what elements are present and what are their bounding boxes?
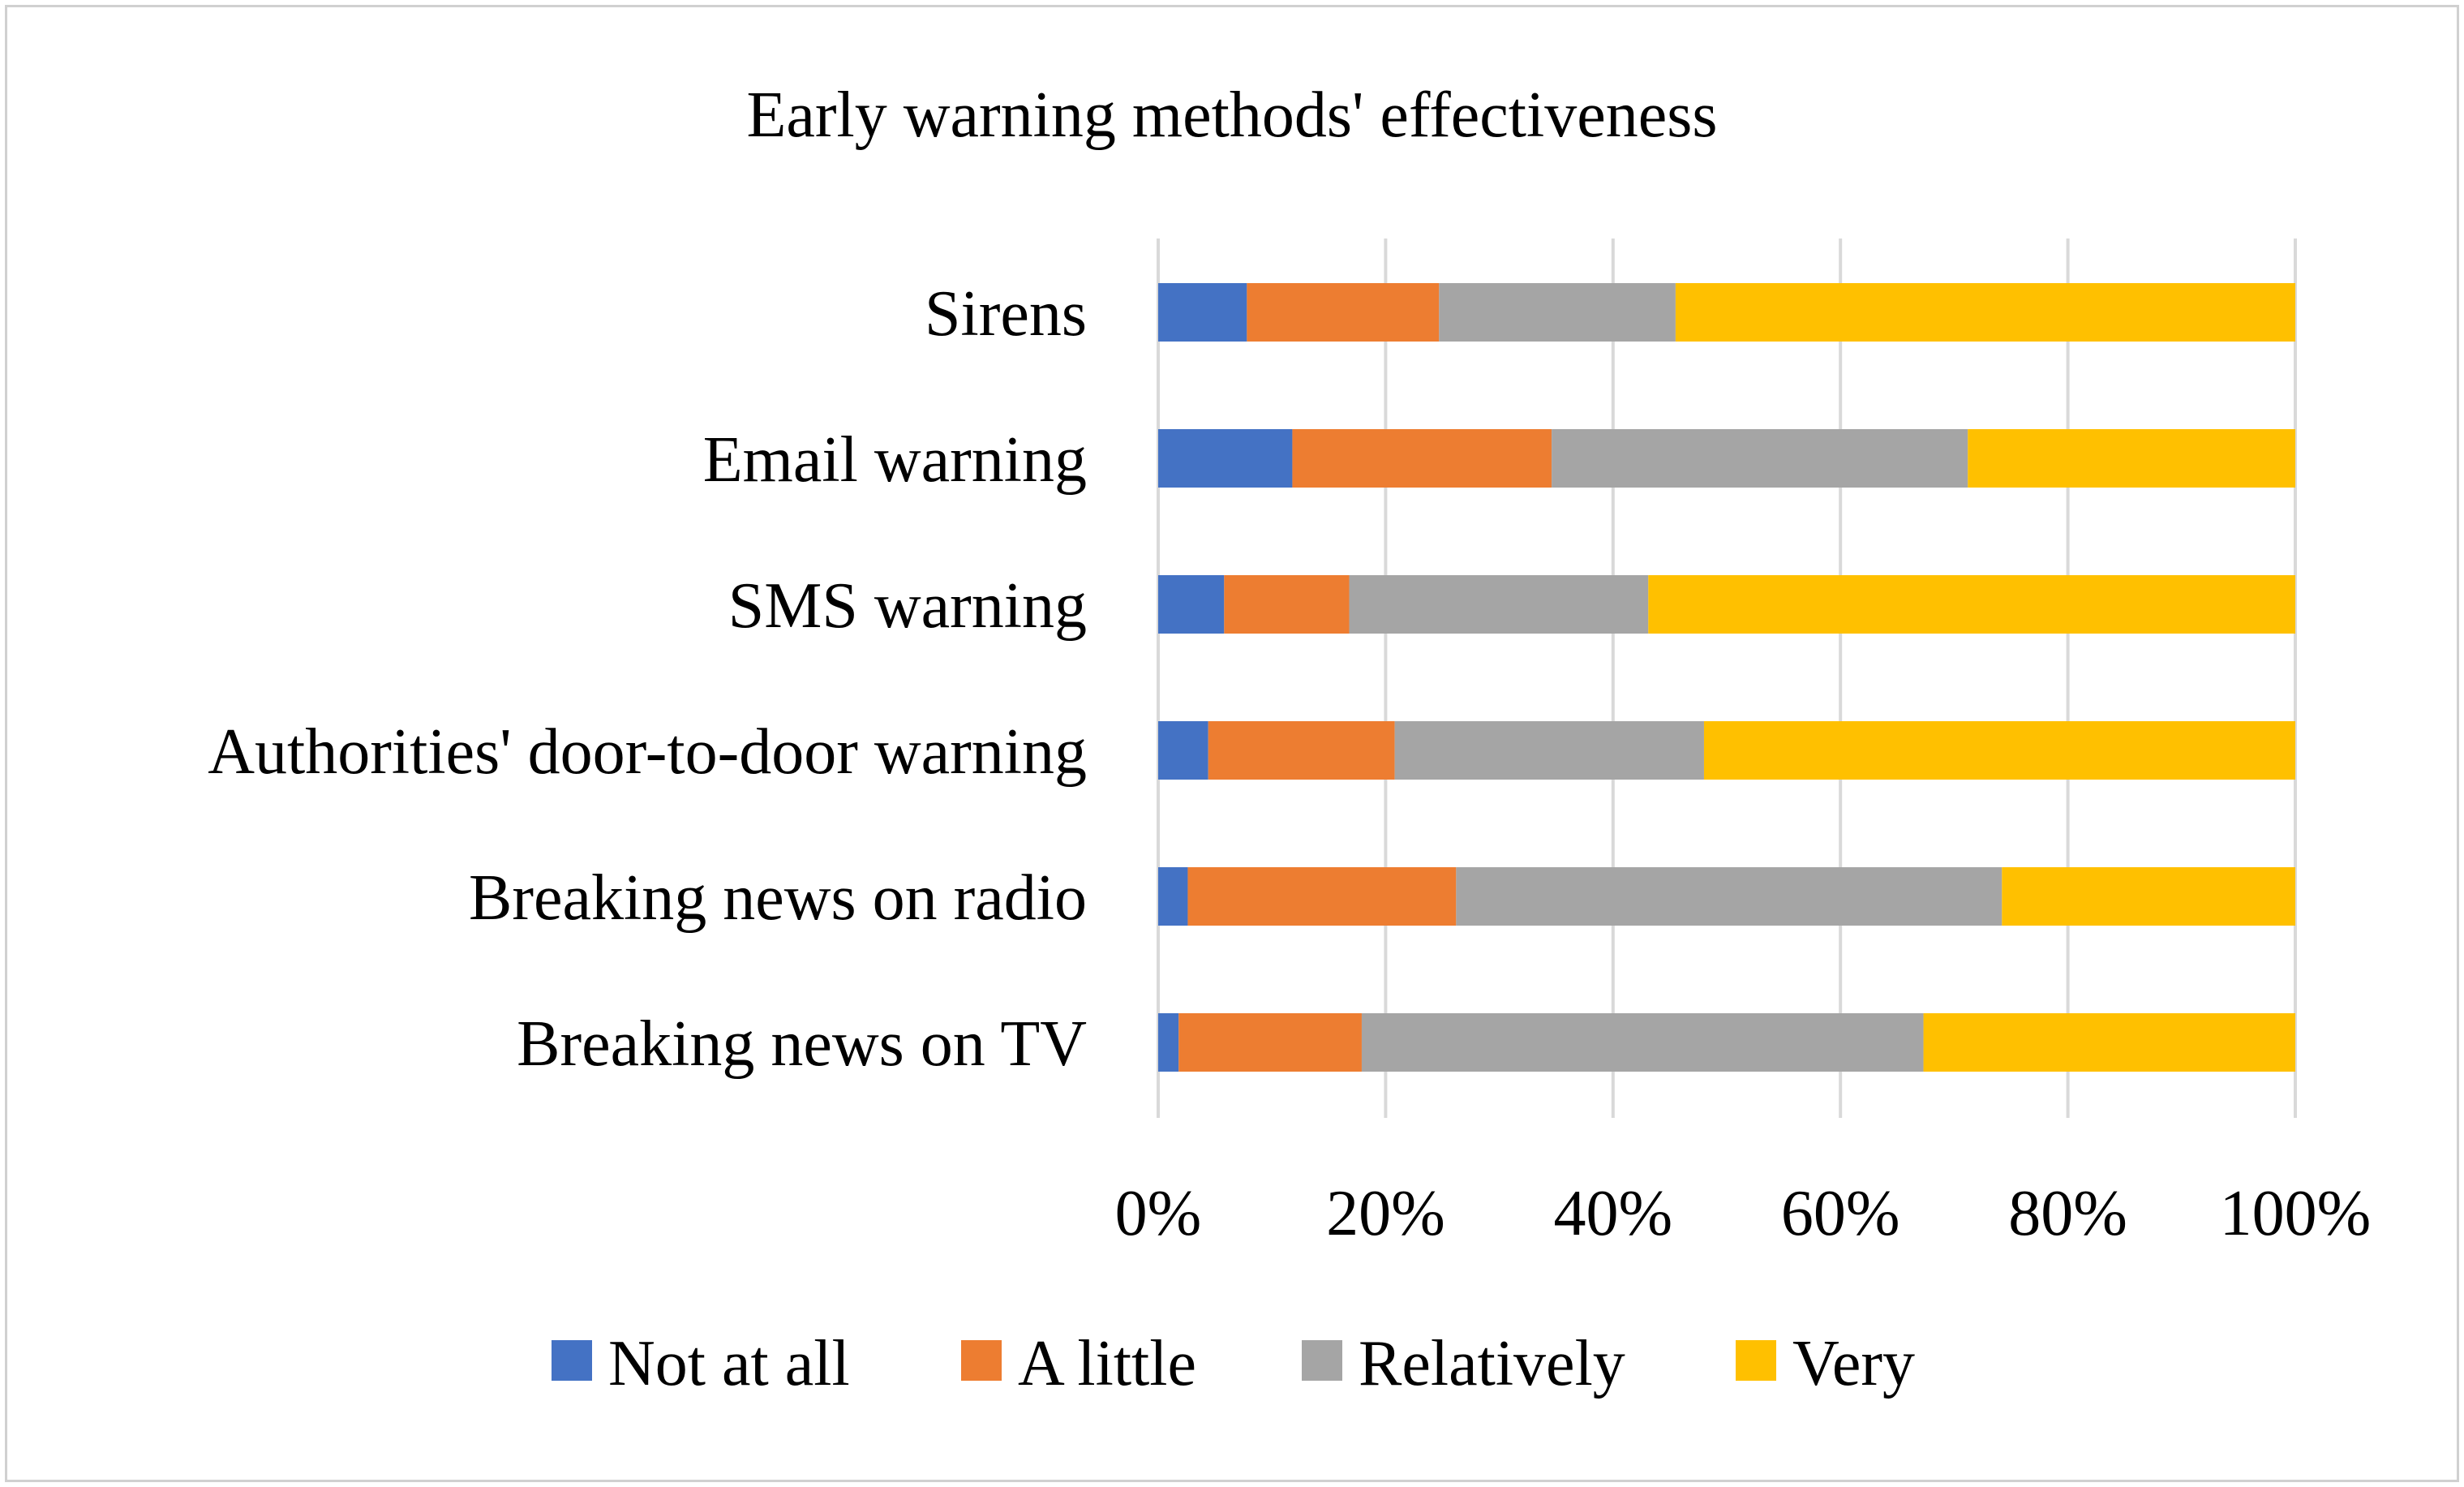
bar-segment	[1158, 575, 1225, 634]
bar-segment	[1439, 283, 1676, 342]
x-tick-label: 0%	[1115, 1178, 1202, 1249]
x-tick-label: 80%	[2008, 1178, 2127, 1249]
bar-segment	[1394, 721, 1704, 780]
bar-segment	[1456, 867, 2003, 926]
bar-segment	[2002, 867, 2295, 926]
bar-segment	[1675, 283, 2295, 342]
bar-segment	[1208, 721, 1395, 780]
legend-label: Not at all	[608, 1328, 850, 1399]
legend-label: Very	[1792, 1328, 1915, 1399]
bar-segment	[1923, 1013, 2295, 1072]
category-label: Authorities' door-to-door warning	[208, 716, 1087, 788]
legend-swatch	[1302, 1340, 1342, 1381]
bar-segment	[1158, 721, 1208, 780]
bar-segment	[1648, 575, 2295, 634]
category-label: Sirens	[925, 278, 1087, 350]
bar-segment	[1158, 283, 1247, 342]
bar-segment	[1158, 429, 1293, 488]
bar-segment	[1349, 575, 1649, 634]
category-label: Email warning	[703, 424, 1087, 496]
x-tick-label: 100%	[2220, 1178, 2372, 1249]
bar-segment	[1703, 721, 2295, 780]
x-tick-label: 20%	[1326, 1178, 1445, 1249]
bar-segment	[1292, 429, 1552, 488]
x-tick-label: 60%	[1781, 1178, 1900, 1249]
category-label: Breaking news on radio	[469, 862, 1087, 934]
legend-swatch	[961, 1340, 1002, 1381]
category-label: SMS warning	[728, 570, 1087, 642]
bar-segment	[1247, 283, 1440, 342]
legend-swatch	[552, 1340, 592, 1381]
bar-segment	[1968, 429, 2295, 488]
bar-segment	[1552, 429, 1968, 488]
bar-segment	[1361, 1013, 1924, 1072]
legend-label: Relatively	[1359, 1328, 1625, 1399]
gridlines	[1157, 239, 2297, 1118]
category-label: Breaking news on TV	[517, 1008, 1087, 1080]
legend-label: A little	[1018, 1328, 1196, 1399]
legend: Not at all A little Relatively Very	[552, 1328, 1915, 1399]
bar-segment	[1224, 575, 1350, 634]
chart-title: Early warning methods' effectiveness	[747, 80, 1718, 151]
bar-segment	[1187, 867, 1457, 926]
legend-swatch	[1736, 1340, 1776, 1381]
bars	[1158, 283, 2295, 1072]
bar-segment	[1178, 1013, 1362, 1072]
bar-segment	[1158, 867, 1188, 926]
x-tick-label: 40%	[1553, 1178, 1672, 1249]
bar-segment	[1158, 1013, 1179, 1072]
category-labels: Sirens Email warning SMS warning Authoritie…	[208, 278, 1087, 1080]
x-tick-labels: 0% 20% 40% 60% 80% 100%	[1115, 1178, 2372, 1249]
